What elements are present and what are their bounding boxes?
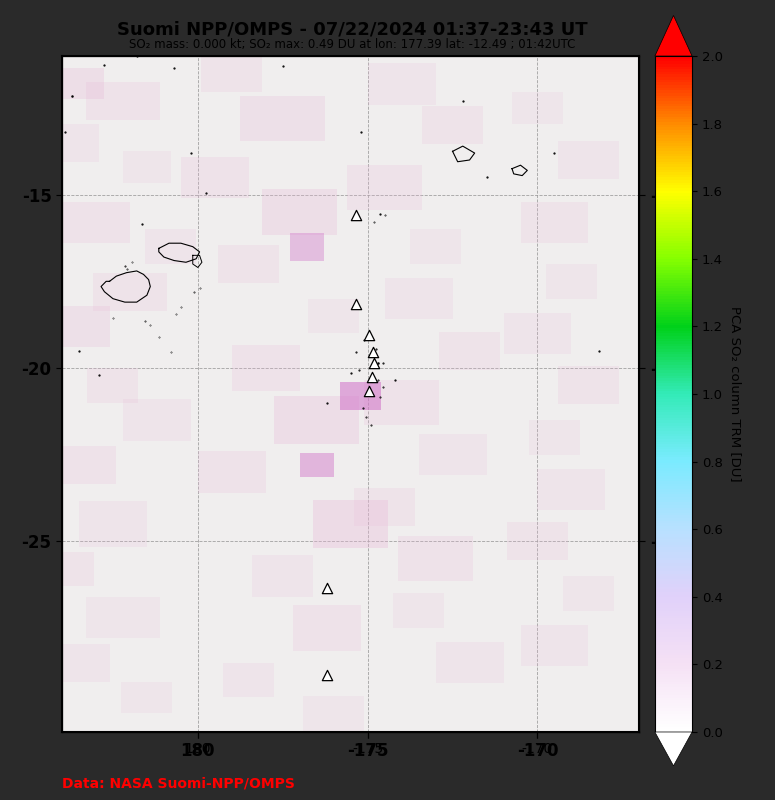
Point xyxy=(363,329,376,342)
Bar xyxy=(546,264,597,298)
Bar xyxy=(398,536,473,581)
Bar xyxy=(92,273,167,311)
Y-axis label: PCA SO₂ column TRM [DU]: PCA SO₂ column TRM [DU] xyxy=(729,306,742,482)
Bar xyxy=(384,278,453,319)
Text: SO₂ mass: 0.000 kt; SO₂ max: 0.49 DU at lon: 177.39 lat: -12.49 ; 01:42UTC: SO₂ mass: 0.000 kt; SO₂ max: 0.49 DU at … xyxy=(129,38,576,50)
Bar xyxy=(62,446,116,484)
Bar xyxy=(558,141,619,179)
Bar xyxy=(418,434,487,475)
Bar xyxy=(123,151,170,182)
Bar xyxy=(422,106,483,145)
Bar xyxy=(347,166,422,210)
Bar xyxy=(48,306,109,347)
Bar xyxy=(290,233,323,261)
Bar xyxy=(48,643,109,682)
Bar xyxy=(62,202,130,243)
Polygon shape xyxy=(655,15,692,56)
Bar xyxy=(123,399,191,441)
Bar xyxy=(145,230,196,264)
Bar xyxy=(219,245,279,283)
Point xyxy=(321,669,333,682)
Bar xyxy=(504,313,571,354)
Bar xyxy=(364,380,439,425)
Bar xyxy=(393,594,444,628)
Bar xyxy=(202,54,263,93)
Bar xyxy=(512,92,563,123)
Bar xyxy=(538,469,605,510)
Bar xyxy=(354,487,415,526)
Polygon shape xyxy=(655,732,692,766)
Bar xyxy=(263,190,337,234)
Bar xyxy=(274,396,359,444)
Bar xyxy=(521,625,588,666)
Bar xyxy=(198,451,266,493)
Bar xyxy=(521,202,588,243)
Bar xyxy=(86,597,160,638)
Bar xyxy=(252,555,313,597)
Bar xyxy=(43,552,95,586)
Point xyxy=(367,357,380,370)
Point xyxy=(350,209,362,222)
Bar xyxy=(223,662,274,698)
Point xyxy=(366,370,378,383)
Bar xyxy=(86,82,160,120)
Bar xyxy=(436,642,504,683)
Text: Data: NASA Suomi-NPP/OMPS: Data: NASA Suomi-NPP/OMPS xyxy=(62,776,294,790)
Bar xyxy=(529,420,580,454)
Point xyxy=(321,582,333,594)
Bar xyxy=(88,368,139,402)
Bar xyxy=(122,682,172,713)
Bar xyxy=(340,382,381,410)
Bar xyxy=(293,606,361,650)
Point xyxy=(367,346,379,359)
Bar xyxy=(558,366,619,405)
Bar xyxy=(79,502,147,546)
Bar xyxy=(563,576,614,610)
Bar xyxy=(308,298,359,334)
Bar xyxy=(439,331,500,370)
Point xyxy=(363,384,376,397)
Bar xyxy=(507,522,568,561)
Bar xyxy=(410,230,461,264)
Bar xyxy=(303,695,364,734)
Text: Suomi NPP/OMPS - 07/22/2024 01:37-23:43 UT: Suomi NPP/OMPS - 07/22/2024 01:37-23:43 … xyxy=(117,20,588,38)
Bar xyxy=(300,453,334,477)
Bar xyxy=(240,96,326,141)
Bar xyxy=(313,500,388,548)
Bar xyxy=(181,157,249,198)
Bar xyxy=(53,68,105,99)
Bar xyxy=(367,63,436,105)
Bar xyxy=(38,123,99,162)
Point xyxy=(350,298,362,310)
Bar xyxy=(232,346,300,390)
